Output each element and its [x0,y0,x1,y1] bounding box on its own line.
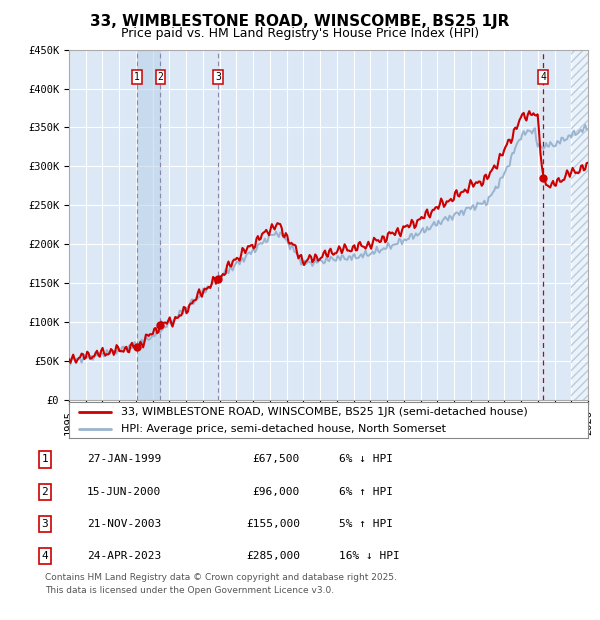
Text: 24-APR-2023: 24-APR-2023 [87,551,161,561]
Text: £67,500: £67,500 [253,454,300,464]
Text: 6% ↑ HPI: 6% ↑ HPI [339,487,393,497]
Text: HPI: Average price, semi-detached house, North Somerset: HPI: Average price, semi-detached house,… [121,424,446,435]
Text: 21-NOV-2003: 21-NOV-2003 [87,519,161,529]
Text: 1: 1 [134,72,140,82]
Text: 16% ↓ HPI: 16% ↓ HPI [339,551,400,561]
Text: 2: 2 [157,72,163,82]
Bar [571,50,600,400]
Text: 4: 4 [41,551,49,561]
Text: Price paid vs. HM Land Registry's House Price Index (HPI): Price paid vs. HM Land Registry's House … [121,27,479,40]
Text: 4: 4 [540,72,546,82]
Text: £285,000: £285,000 [246,551,300,561]
Text: £155,000: £155,000 [246,519,300,529]
Text: 27-JAN-1999: 27-JAN-1999 [87,454,161,464]
Text: 1: 1 [41,454,49,464]
Text: 33, WIMBLESTONE ROAD, WINSCOMBE, BS25 1JR: 33, WIMBLESTONE ROAD, WINSCOMBE, BS25 1J… [91,14,509,29]
Bar [137,50,160,400]
Bar [571,50,600,400]
Text: 3: 3 [215,72,221,82]
Text: 5% ↑ HPI: 5% ↑ HPI [339,519,393,529]
Text: £96,000: £96,000 [253,487,300,497]
Text: This data is licensed under the Open Government Licence v3.0.: This data is licensed under the Open Gov… [45,586,334,595]
Text: Contains HM Land Registry data © Crown copyright and database right 2025.: Contains HM Land Registry data © Crown c… [45,574,397,583]
Text: 3: 3 [41,519,49,529]
Text: 6% ↓ HPI: 6% ↓ HPI [339,454,393,464]
Text: 33, WIMBLESTONE ROAD, WINSCOMBE, BS25 1JR (semi-detached house): 33, WIMBLESTONE ROAD, WINSCOMBE, BS25 1J… [121,407,527,417]
Text: 15-JUN-2000: 15-JUN-2000 [87,487,161,497]
Text: 2: 2 [41,487,49,497]
